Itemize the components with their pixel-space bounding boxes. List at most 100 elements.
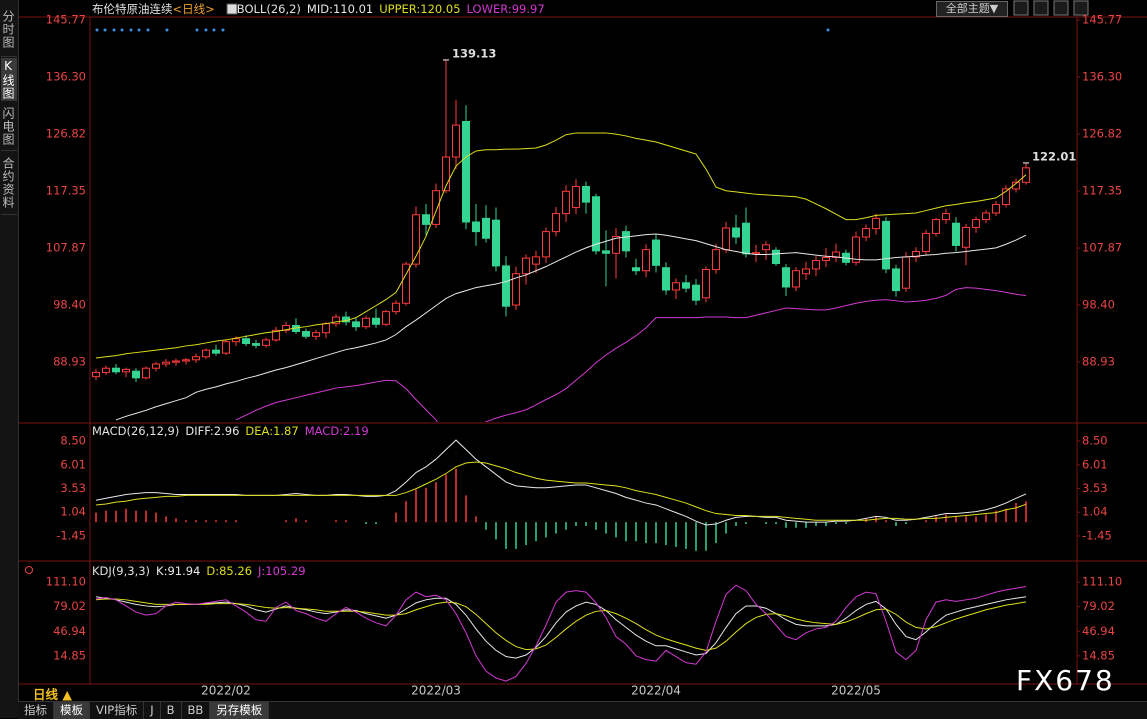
panel <box>95 439 1027 551</box>
y-tick-label: 3.53 <box>1082 481 1108 495</box>
candle-body <box>282 324 290 331</box>
legend-item: UPPER:120.05 <box>379 2 460 16</box>
bottom-tab[interactable]: 指标 <box>18 702 54 719</box>
candle-body <box>222 341 230 354</box>
line <box>115 233 1027 421</box>
bottom-tabs: 指标 模板 VIP指标 J B BB 另存模板 <box>18 701 1147 719</box>
candle-body <box>992 204 1000 214</box>
legend: 布伦特原油连续<日线> BOLL(26,2) MID:110.01 UPPER:120… <box>92 2 545 16</box>
candle-body <box>562 190 570 215</box>
y-tick-label: 8.50 <box>60 434 86 448</box>
candle-body <box>132 370 140 379</box>
y-tick-label: 46.94 <box>53 624 86 638</box>
line <box>95 596 1027 659</box>
bottom-tab[interactable]: 另存模板 <box>210 702 270 719</box>
candle-body <box>372 317 380 325</box>
candle-body <box>312 332 320 337</box>
candle-body <box>702 269 710 299</box>
y-tick-label: 79.02 <box>1082 599 1115 613</box>
bottom-tab[interactable]: J <box>144 702 161 719</box>
y-tick-label: 136.30 <box>1082 69 1122 83</box>
tab[interactable]: 分时图 <box>1 2 17 57</box>
period-label[interactable]: 日线 ▲ <box>33 687 72 702</box>
bottom-tab[interactable]: B <box>161 702 182 719</box>
candle-body <box>352 321 360 328</box>
line <box>95 584 1027 682</box>
legend-item: D:85.26 <box>206 564 252 578</box>
candle-body <box>162 361 170 365</box>
y-tick-label: -1.45 <box>56 528 86 542</box>
y-tick-label: 88.93 <box>1082 355 1115 369</box>
candle-body <box>902 256 910 289</box>
y-tick-label: 46.94 <box>1082 624 1115 638</box>
x-tick-label: 2022/03 <box>411 684 461 698</box>
candle-body <box>682 282 690 289</box>
legend: KDJ(9,3,3) K:91.94 D:85.26 J:105.29 <box>92 564 306 578</box>
candle-body <box>922 232 930 252</box>
candle-body <box>982 212 990 221</box>
candle-body <box>972 219 980 228</box>
candle-body <box>802 268 810 275</box>
candle-body <box>792 270 800 288</box>
y-tick-label: 6.01 <box>60 457 86 471</box>
y-tick-label: 3.53 <box>60 481 86 495</box>
candle-body <box>252 343 260 346</box>
candle-body <box>522 257 530 275</box>
candle-body <box>272 329 280 341</box>
candle-body <box>492 219 500 267</box>
candle-body <box>732 227 740 238</box>
x-tick-label: 2022/04 <box>631 684 681 698</box>
bottom-tab[interactable]: BB <box>182 702 211 719</box>
candle-body <box>402 263 410 304</box>
candle-body <box>612 235 620 254</box>
candle-body <box>592 196 600 252</box>
candle-body <box>202 349 210 358</box>
boll-icon[interactable] <box>226 3 238 15</box>
y-tick-label: 126.82 <box>1082 127 1122 141</box>
candle-body <box>192 356 200 361</box>
candle-body <box>362 317 370 328</box>
candle-body <box>662 267 670 291</box>
theme-button[interactable]: 全部主题▼ <box>936 1 1008 17</box>
candle-body <box>642 249 650 272</box>
candle-body <box>532 256 540 265</box>
legend-item: DIFF:2.96 <box>185 424 239 438</box>
candle-body <box>412 214 420 265</box>
candle-body <box>622 231 630 252</box>
tab[interactable]: 合约资料 <box>1 152 17 215</box>
y-tick-label: 6.01 <box>1082 457 1108 471</box>
y-tick-label: 117.35 <box>1082 184 1122 198</box>
candle-body <box>582 185 590 203</box>
sidebar: 分时图 K线图 闪电图 合约资料 <box>0 0 19 718</box>
tab[interactable]: K线图 <box>1 58 17 101</box>
kdj-icon[interactable] <box>25 566 33 574</box>
candle-body <box>882 220 890 270</box>
window-buttons[interactable] <box>1013 0 1089 16</box>
tab[interactable]: 闪电图 <box>1 102 17 151</box>
line <box>95 461 1027 521</box>
y-tick-label: 98.40 <box>1082 298 1115 312</box>
candle-body <box>142 367 150 379</box>
bottom-tab[interactable]: 模板 <box>54 702 90 719</box>
y-tick-label: 145.77 <box>1082 12 1122 26</box>
candle-body <box>752 252 760 255</box>
candle-body <box>392 302 400 313</box>
candle-body <box>572 185 580 209</box>
panel <box>95 584 1027 682</box>
candle-body <box>912 250 920 258</box>
line <box>95 598 1027 651</box>
legend-item: 布伦特原油连续 <box>92 2 173 16</box>
candle-body <box>712 249 720 271</box>
candle-body <box>332 316 340 325</box>
y-tick-label: 117.35 <box>46 184 86 198</box>
watermark: FX678 <box>1016 664 1115 697</box>
candle-body <box>262 339 270 346</box>
candle-body <box>872 217 880 230</box>
candle-body <box>742 222 750 255</box>
y-tick-label: 1.04 <box>1082 505 1108 519</box>
candle-body <box>832 251 840 258</box>
line <box>235 287 1027 422</box>
candle-body <box>172 360 180 363</box>
bottom-tab[interactable]: VIP指标 <box>90 702 145 719</box>
